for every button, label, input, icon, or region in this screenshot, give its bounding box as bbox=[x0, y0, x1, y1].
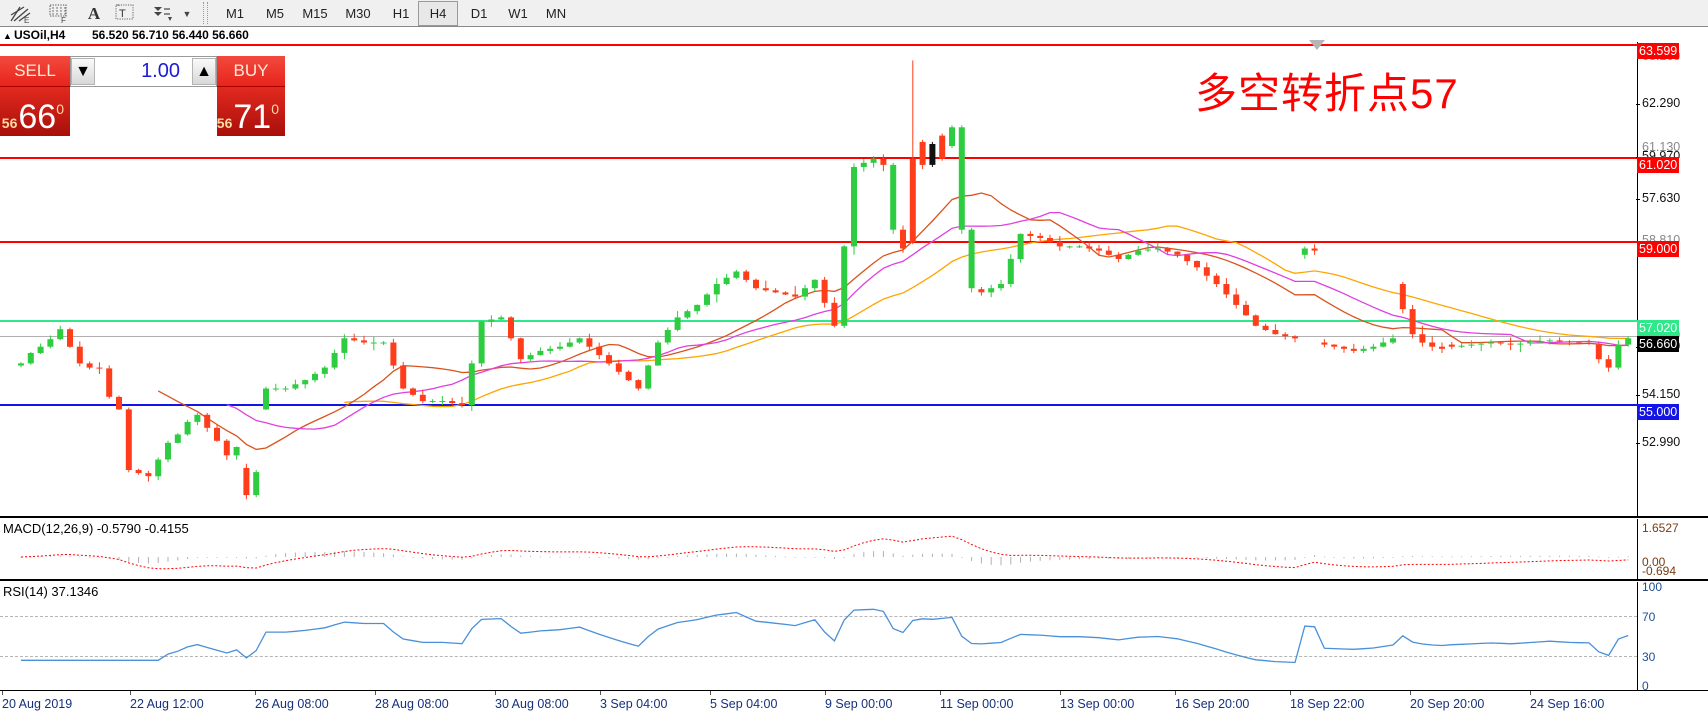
svg-text:T: T bbox=[119, 8, 126, 20]
svg-text:E: E bbox=[24, 16, 29, 24]
svg-text:F: F bbox=[61, 16, 66, 24]
